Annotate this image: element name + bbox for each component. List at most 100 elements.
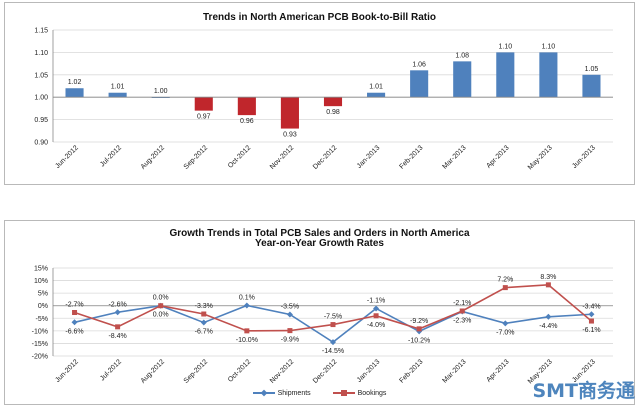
shipments-point bbox=[330, 339, 336, 346]
legend-item-shipments: Shipments bbox=[252, 389, 311, 397]
shipments-data-label: -2.6% bbox=[108, 301, 126, 308]
shipments-data-label: -3.5% bbox=[281, 304, 299, 311]
bookings-data-label: -10.0% bbox=[236, 337, 258, 344]
bar-data-label: 1.10 bbox=[498, 43, 512, 50]
bookings-point bbox=[502, 285, 508, 291]
shipments-data-label: -14.5% bbox=[322, 348, 344, 355]
y-tick-label: -10% bbox=[32, 328, 48, 335]
x-tick-label: Apr-2013 bbox=[485, 358, 510, 383]
bar-data-label: 1.05 bbox=[585, 66, 599, 73]
bookings-data-label: -7.5% bbox=[324, 314, 342, 321]
y-tick-label: 0.95 bbox=[34, 117, 48, 124]
x-tick-label: Jul-2012 bbox=[99, 144, 123, 168]
bar bbox=[237, 97, 256, 116]
shipments-point bbox=[286, 311, 293, 318]
x-tick-label: Aug-2012 bbox=[140, 144, 166, 170]
shipments-data-label: -2.3% bbox=[453, 317, 471, 324]
bar-data-label: 1.01 bbox=[111, 84, 125, 91]
bar-data-label: 0.93 bbox=[283, 132, 297, 139]
bookings-point bbox=[72, 310, 78, 316]
shipments-data-label: -1.1% bbox=[367, 297, 385, 304]
bar-data-label: 1.06 bbox=[412, 61, 426, 68]
shipments-data-label: -6.7% bbox=[195, 329, 213, 336]
bookings-point bbox=[330, 322, 336, 328]
bookings-data-label: 0.0% bbox=[153, 312, 169, 319]
bar bbox=[582, 74, 601, 98]
x-tick-label: Oct-2012 bbox=[227, 358, 252, 383]
shipments-data-label: 0.1% bbox=[239, 294, 255, 301]
bookings-data-label: 8.3% bbox=[540, 274, 556, 281]
book-to-bill-chart: 0.90 0.95 1.00 1.05 1.10 1.15 1.02 Jun-2012 1.01… bbox=[34, 28, 613, 171]
y-tick-label: 1.10 bbox=[34, 50, 48, 57]
x-tick-label: Sep-2012 bbox=[183, 144, 209, 170]
bar bbox=[539, 52, 558, 98]
bookings-point bbox=[287, 328, 293, 334]
bar-data-label: 1.02 bbox=[68, 79, 82, 86]
x-tick-label: Nov-2012 bbox=[269, 144, 295, 170]
growth-trends-subtitle: Year-on-Year Growth Rates bbox=[255, 238, 384, 249]
legend-bookings-swatch bbox=[332, 389, 355, 397]
x-tick-label: Nov-2012 bbox=[269, 358, 295, 384]
bar-data-label: 1.08 bbox=[455, 52, 469, 59]
shipments-point bbox=[416, 328, 423, 335]
bar-data-label: 1.01 bbox=[369, 84, 383, 91]
shipments-data-label: 0.0% bbox=[153, 295, 169, 302]
x-tick-label: Aug-2012 bbox=[140, 358, 166, 384]
legend-bookings-label: Bookings bbox=[357, 389, 387, 397]
growth-trends-title: Growth Trends in Total PCB Sales and Ord… bbox=[169, 228, 470, 239]
x-tick-label: Jun-2012 bbox=[54, 144, 80, 170]
legend-shipments-label: Shipments bbox=[277, 389, 311, 397]
bookings-point bbox=[201, 311, 207, 317]
x-tick-label: Jan-2013 bbox=[356, 144, 382, 170]
shipments-data-label: -6.6% bbox=[65, 328, 83, 335]
bookings-point bbox=[244, 328, 250, 334]
x-tick-label: Mar-2013 bbox=[442, 358, 468, 384]
bookings-data-label: -9.2% bbox=[410, 318, 428, 325]
x-tick-label: Sep-2012 bbox=[183, 358, 209, 384]
shipments-point bbox=[200, 319, 207, 326]
legend-shipments-swatch bbox=[252, 389, 275, 397]
x-tick-label: Apr-2013 bbox=[485, 144, 510, 169]
bar bbox=[194, 97, 213, 111]
bar bbox=[410, 70, 429, 98]
shipments-point bbox=[545, 313, 552, 320]
bookings-data-label: -6.1% bbox=[582, 327, 600, 334]
bar-data-label: 0.96 bbox=[240, 118, 254, 125]
bar bbox=[367, 92, 386, 98]
bookings-point bbox=[459, 308, 465, 314]
bookings-point bbox=[545, 282, 551, 288]
x-tick-label: Jul-2012 bbox=[99, 358, 123, 382]
shipments-data-label: -7.0% bbox=[496, 329, 514, 336]
y-tick-label: 1.00 bbox=[34, 95, 48, 102]
bar bbox=[108, 92, 127, 98]
growth-trends-panel: Growth Trends in Total PCB Sales and Ord… bbox=[4, 220, 635, 405]
shipments-point bbox=[114, 309, 121, 316]
shipments-data-label: -3.4% bbox=[582, 303, 600, 310]
bookings-data-label: -4.0% bbox=[367, 322, 385, 329]
y-tick-label: -20% bbox=[32, 354, 48, 361]
shipments-point bbox=[502, 320, 509, 327]
bookings-point bbox=[115, 324, 121, 330]
smt-watermark-logo: SMT商务通 bbox=[532, 380, 635, 402]
x-tick-label: Mar-2013 bbox=[442, 144, 468, 170]
bar bbox=[453, 61, 472, 98]
bookings-data-label: -9.9% bbox=[281, 337, 299, 344]
y-tick-label: -15% bbox=[32, 341, 48, 348]
bookings-point bbox=[373, 313, 379, 319]
bookings-data-label: 7.2% bbox=[497, 277, 513, 284]
bar-data-label: 1.10 bbox=[542, 43, 556, 50]
bookings-data-label: -2.7% bbox=[65, 302, 83, 309]
bookings-data-label: -8.4% bbox=[108, 333, 126, 340]
shipments-point bbox=[588, 311, 595, 318]
x-tick-label: Dec-2012 bbox=[312, 358, 338, 384]
y-tick-label: -5% bbox=[36, 316, 48, 323]
bar-data-label: 0.97 bbox=[197, 114, 211, 121]
y-tick-label: 1.15 bbox=[34, 28, 48, 35]
x-tick-label: Oct-2012 bbox=[227, 144, 252, 169]
bookings-data-label: -3.3% bbox=[195, 303, 213, 310]
bar bbox=[496, 52, 515, 98]
y-tick-label: 0% bbox=[38, 303, 48, 310]
shipments-data-label: -4.4% bbox=[539, 323, 557, 330]
x-tick-label: Jan-2013 bbox=[356, 358, 382, 384]
shipments-data-label: -10.2% bbox=[408, 337, 430, 344]
